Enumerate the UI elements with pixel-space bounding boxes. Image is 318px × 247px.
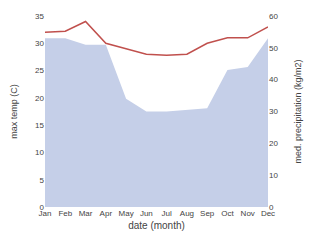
svg-text:med. precipitation (kg/m2): med. precipitation (kg/m2) [293, 59, 303, 163]
svg-text:Jan: Jan [39, 209, 52, 218]
svg-text:Feb: Feb [58, 209, 72, 218]
svg-text:0: 0 [40, 203, 45, 212]
svg-text:max temp (C): max temp (C) [9, 84, 19, 139]
svg-text:Nov: Nov [241, 209, 255, 218]
svg-text:Oct: Oct [221, 209, 234, 218]
svg-text:10: 10 [35, 148, 44, 157]
svg-text:date (month): date (month) [128, 220, 185, 231]
svg-text:35: 35 [35, 12, 44, 21]
svg-text:25: 25 [35, 66, 44, 75]
svg-text:30: 30 [35, 39, 44, 48]
svg-text:60: 60 [269, 12, 278, 21]
svg-text:20: 20 [35, 94, 44, 103]
svg-text:30: 30 [269, 107, 278, 116]
svg-text:15: 15 [35, 121, 44, 130]
svg-text:40: 40 [269, 75, 278, 84]
svg-text:Aug: Aug [180, 209, 194, 218]
svg-text:Mar: Mar [79, 209, 93, 218]
svg-text:Sep: Sep [200, 209, 215, 218]
svg-text:5: 5 [40, 176, 45, 185]
svg-text:20: 20 [269, 139, 278, 148]
svg-text:Dec: Dec [261, 209, 275, 218]
svg-text:50: 50 [269, 44, 278, 53]
svg-text:0: 0 [269, 203, 274, 212]
svg-text:Jul: Jul [162, 209, 172, 218]
svg-text:May: May [119, 209, 134, 218]
svg-text:10: 10 [269, 171, 278, 180]
svg-text:Jun: Jun [140, 209, 153, 218]
svg-text:Apr: Apr [100, 209, 113, 218]
